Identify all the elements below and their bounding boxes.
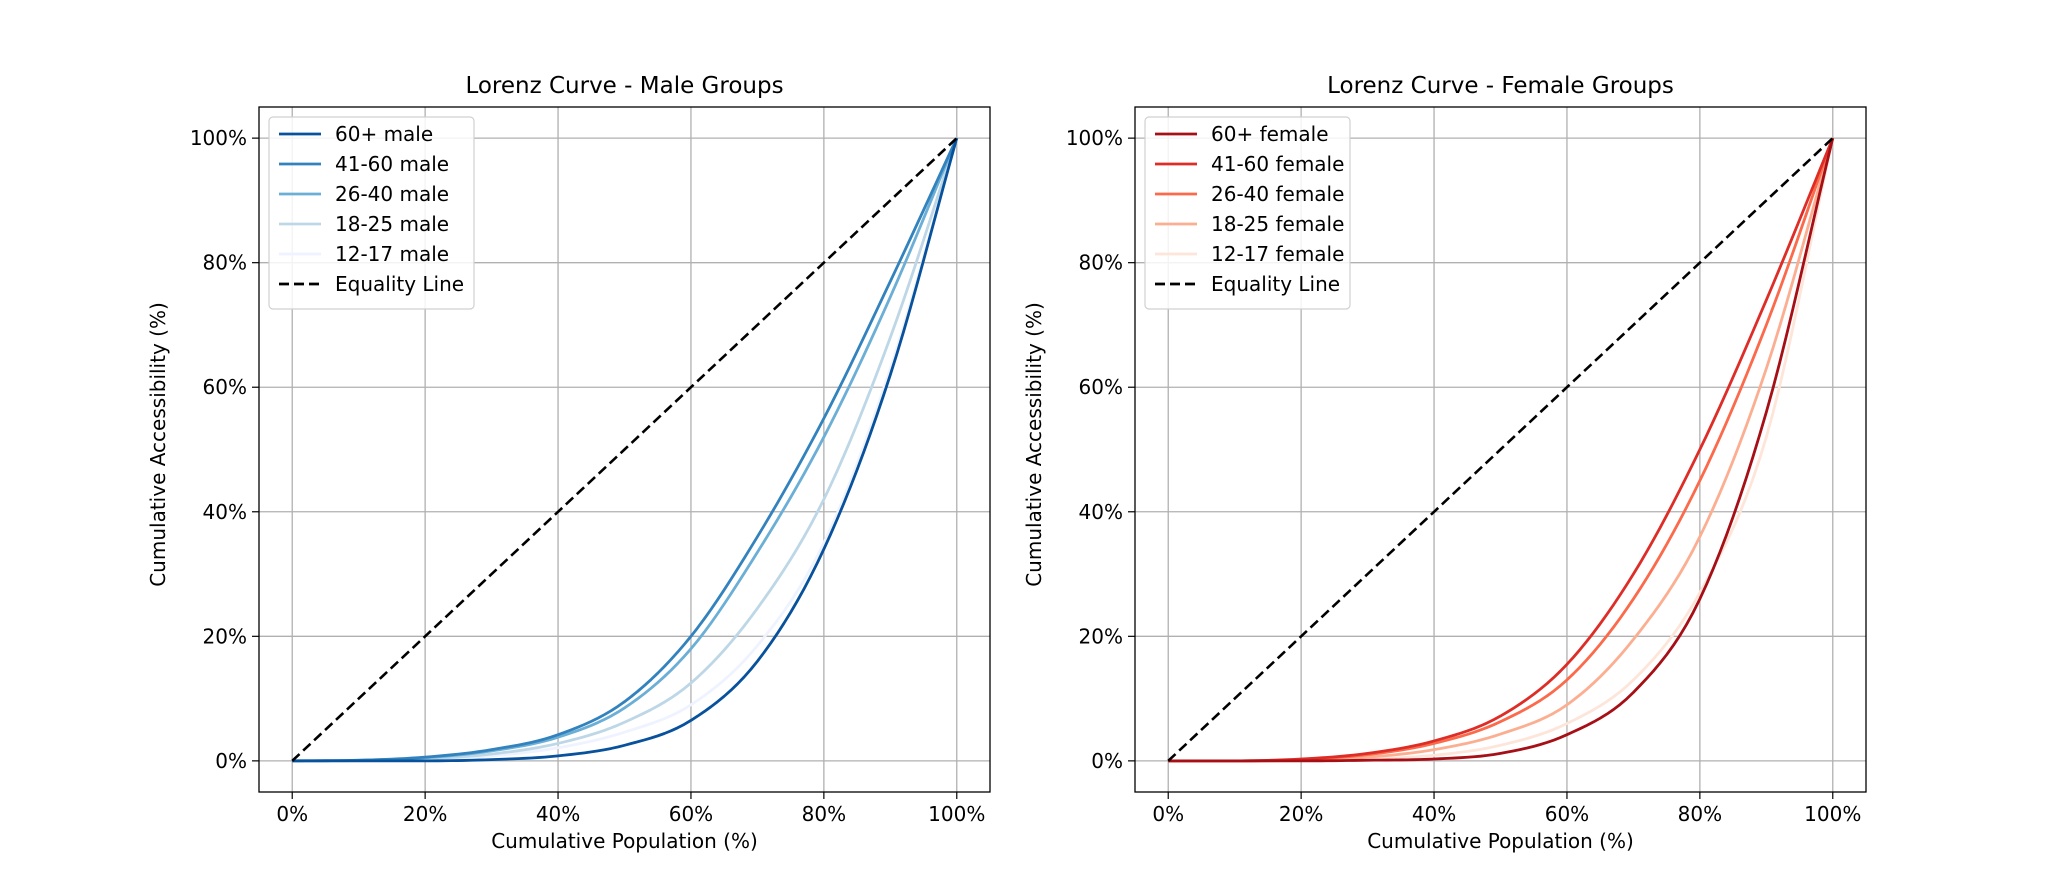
female-legend-label: 12-17 female	[1211, 242, 1344, 266]
male-legend-label: 26-40 male	[335, 182, 449, 206]
male-legend: 60+ male 41-60 male 26-40 male 18-25 male 12…	[268, 116, 475, 310]
female-series-lines	[1167, 137, 1835, 763]
male-y-tick-label: 60%	[203, 375, 247, 399]
female-legend-label: Equality Line	[1211, 272, 1340, 296]
female-x-tick-label: 0%	[1152, 802, 1184, 826]
female-y-axis-label: Cumulative Accessibility (%)	[1022, 302, 1046, 587]
male-series-line-60-male	[292, 137, 959, 763]
female-series-line-60-female	[1168, 137, 1835, 763]
male-x-tick-label: 80%	[802, 802, 846, 826]
male-legend-label: 12-17 male	[335, 242, 449, 266]
female-y-tick-label: 40%	[1079, 500, 1123, 524]
male-axes-frame	[258, 106, 991, 793]
male-x-tick-label: 20%	[403, 802, 447, 826]
male-y-tick-label: 20%	[203, 624, 247, 648]
male-x-axis-label: Cumulative Population (%)	[491, 829, 758, 853]
male-x-tick-label: 40%	[536, 802, 580, 826]
male-chart-title: Lorenz Curve - Male Groups	[465, 73, 783, 99]
female-series-line-equality-line	[1167, 137, 1834, 762]
female-x-tick-label: 60%	[1545, 802, 1589, 826]
female-axes-frame	[1134, 106, 1867, 793]
male-series-lines	[291, 137, 959, 763]
female-x-tick-label: 40%	[1412, 802, 1456, 826]
male-y-axis-label: Cumulative Accessibility (%)	[146, 302, 170, 587]
female-legend-label: 18-25 female	[1211, 212, 1344, 236]
male-x-tick-label: 60%	[669, 802, 713, 826]
female-x-tick-label: 20%	[1279, 802, 1323, 826]
male-groups-panel: 0% 0% 20% 20% 40% 40% 60% 60% 80% 80% 100% 100% Lor…	[146, 73, 991, 853]
female-legend-label: 26-40 female	[1211, 182, 1344, 206]
male-series-line-41-60-male	[292, 137, 959, 763]
female-x-tick-label: 80%	[1678, 802, 1722, 826]
male-x-tick-label: 100%	[928, 802, 985, 826]
female-groups-panel: 0% 0% 20% 20% 40% 40% 60% 60% 80% 80% 100% 100% Lor…	[1022, 73, 1867, 853]
female-y-tick-label: 80%	[1079, 251, 1123, 275]
female-y-tick-label: 100%	[1066, 126, 1123, 150]
female-ticks: 0% 0% 20% 20% 40% 40% 60% 60% 80% 80% 100% 100%	[1066, 126, 1862, 826]
male-legend-label: 60+ male	[335, 122, 433, 146]
female-legend-label: 60+ female	[1211, 122, 1329, 146]
female-y-tick-label: 20%	[1079, 624, 1123, 648]
male-y-tick-label: 0%	[215, 749, 247, 773]
male-x-tick-label: 0%	[276, 802, 308, 826]
female-x-axis-label: Cumulative Population (%)	[1367, 829, 1634, 853]
male-ticks: 0% 0% 20% 20% 40% 40% 60% 60% 80% 80% 100% 100%	[190, 126, 986, 826]
male-series-line-equality-line	[291, 137, 958, 762]
female-x-tick-label: 100%	[1804, 802, 1861, 826]
female-y-tick-label: 60%	[1079, 375, 1123, 399]
male-y-tick-label: 40%	[203, 500, 247, 524]
male-legend-label: Equality Line	[335, 272, 464, 296]
female-legend: 60+ female 41-60 female 26-40 female 18-25 …	[1144, 116, 1351, 310]
male-legend-label: 18-25 male	[335, 212, 449, 236]
female-y-tick-label: 0%	[1091, 749, 1123, 773]
female-legend-label: 41-60 female	[1211, 152, 1344, 176]
male-y-tick-label: 80%	[203, 251, 247, 275]
male-y-tick-label: 100%	[190, 126, 247, 150]
male-legend-label: 41-60 male	[335, 152, 449, 176]
female-chart-title: Lorenz Curve - Female Groups	[1327, 73, 1674, 99]
